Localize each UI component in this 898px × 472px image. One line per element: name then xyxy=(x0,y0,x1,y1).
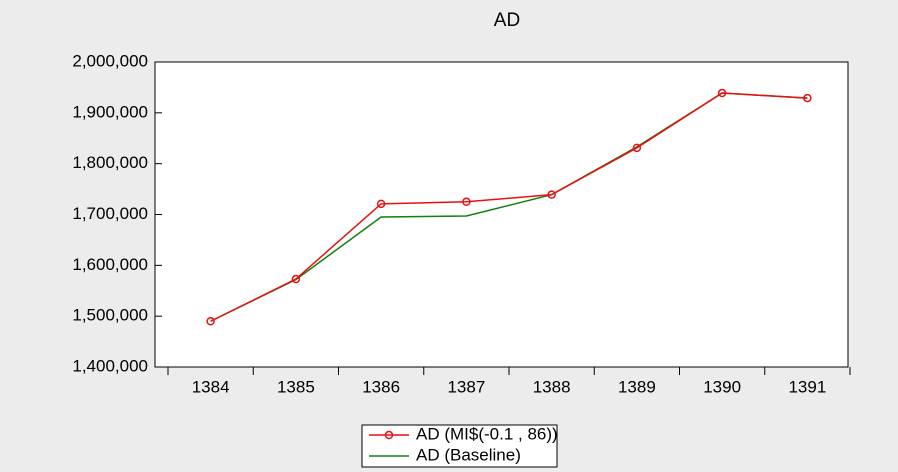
point-marker xyxy=(803,93,812,103)
x-tick-label: 1387 xyxy=(447,377,485,396)
y-tick-label: 1,700,000 xyxy=(72,204,148,223)
point-marker xyxy=(206,317,215,326)
legend-box xyxy=(361,424,558,468)
chart-title: AD xyxy=(494,10,520,31)
y-tick-label: 1,800,000 xyxy=(72,153,148,172)
x-tick-label: 1386 xyxy=(362,377,400,396)
legend-label: AD (MI$(-0.1 , 86)) xyxy=(416,424,558,443)
y-tick-label: 1,400,000 xyxy=(72,356,148,375)
point-marker xyxy=(291,274,301,284)
x-tick-label: 1389 xyxy=(618,377,656,396)
y-tick-label: 2,000,000 xyxy=(72,51,148,70)
point-marker xyxy=(462,197,471,207)
legend-marker xyxy=(384,430,394,440)
y-tick-label: 1,900,000 xyxy=(72,102,148,121)
point-marker xyxy=(632,143,642,153)
x-tick-label: 1390 xyxy=(703,377,741,396)
series-line xyxy=(210,92,808,322)
x-tick-label: 1385 xyxy=(277,377,315,396)
y-tick-label: 1,600,000 xyxy=(72,255,148,274)
legend-label: AD (Baseline) xyxy=(416,445,521,464)
x-tick-label: 1384 xyxy=(192,377,230,396)
y-tick-label: 1,500,000 xyxy=(72,306,148,325)
x-tick-label: 1391 xyxy=(788,377,826,396)
point-marker xyxy=(547,190,556,199)
x-tick-label: 1388 xyxy=(533,377,571,396)
point-marker xyxy=(717,88,727,98)
point-marker xyxy=(376,199,386,209)
plot-area xyxy=(154,61,849,368)
